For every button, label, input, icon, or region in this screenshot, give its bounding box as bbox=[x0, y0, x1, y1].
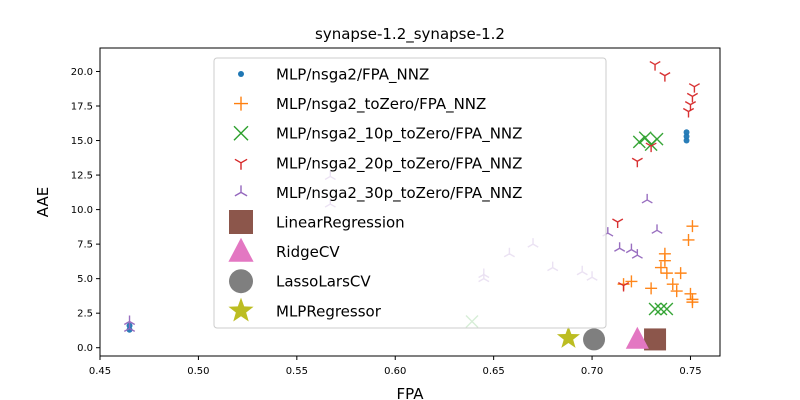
legend-label: MLP/nsga2_10p_toZero/FPA_NNZ bbox=[276, 125, 522, 144]
data-point bbox=[686, 220, 699, 233]
x-tick-label: 0.75 bbox=[679, 366, 701, 377]
data-point bbox=[631, 249, 643, 259]
data-point bbox=[650, 132, 664, 146]
data-point bbox=[686, 92, 699, 103]
legend-marker bbox=[234, 96, 248, 111]
x-tick-label: 0.50 bbox=[187, 366, 209, 377]
data-point bbox=[632, 135, 646, 149]
legend-item: MLP/nsga2/FPA_NNZ bbox=[238, 66, 429, 85]
legend-label: MLP/nsga2_30p_toZero/FPA_NNZ bbox=[276, 184, 522, 203]
data-point bbox=[625, 275, 638, 288]
legend: MLP/nsga2/FPA_NNZ MLP/nsga2_toZero/FPA_NN… bbox=[213, 57, 607, 329]
data-point bbox=[631, 157, 643, 168]
data-point bbox=[684, 101, 697, 111]
legend-item: MLP/nsga2_20p_toZero/FPA_NNZ bbox=[234, 154, 522, 173]
legend-label: MLP/nsga2_toZero/FPA_NNZ bbox=[276, 95, 486, 114]
legend-item: MLP/nsga2_30p_toZero/FPA_NNZ bbox=[234, 184, 522, 203]
data-point bbox=[649, 60, 661, 71]
data-point bbox=[654, 261, 667, 274]
legend-marker bbox=[234, 158, 248, 170]
y-tick-label: 7.5 bbox=[77, 240, 93, 251]
data-point bbox=[660, 302, 674, 316]
data-point bbox=[683, 129, 690, 136]
x-axis-title: FPA bbox=[397, 385, 425, 400]
legend-item: MLP/nsga2_10p_toZero/FPA_NNZ bbox=[233, 125, 522, 144]
chart-title: synapse-1.2_synapse-1.2 bbox=[315, 25, 505, 44]
data-point bbox=[670, 285, 683, 298]
y-tick-label: 17.5 bbox=[71, 102, 93, 113]
data-point bbox=[660, 267, 673, 280]
data-point bbox=[666, 278, 679, 291]
legend-marker bbox=[234, 185, 248, 197]
x-tick-label: 0.45 bbox=[89, 366, 111, 377]
y-tick-label: 12.5 bbox=[71, 171, 93, 182]
legend-label: MLP/nsga2/FPA_NNZ bbox=[276, 66, 429, 85]
data-point bbox=[686, 296, 699, 309]
data-point bbox=[641, 193, 653, 204]
data-point bbox=[617, 281, 630, 292]
plot-frame bbox=[99, 47, 721, 357]
legend-label: LinearRegression bbox=[276, 214, 405, 232]
data-point bbox=[651, 224, 663, 234]
data-point bbox=[645, 282, 658, 295]
legend-label: MLPRegressor bbox=[276, 302, 382, 320]
y-tick-label: 2.5 bbox=[77, 309, 93, 320]
data-point bbox=[648, 302, 662, 316]
data-point bbox=[123, 322, 136, 332]
data-point bbox=[684, 287, 697, 300]
y-tick-label: 20.0 bbox=[71, 67, 93, 78]
x-tick-label: 0.55 bbox=[286, 366, 308, 377]
legend-item: MLPRegressor bbox=[228, 297, 382, 322]
series-4 bbox=[612, 60, 700, 292]
data-point bbox=[659, 72, 671, 82]
legend-label: MLP/nsga2_20p_toZero/FPA_NNZ bbox=[276, 154, 522, 173]
y-tick-label: 15.0 bbox=[71, 136, 93, 147]
series-3 bbox=[465, 131, 674, 328]
data-point bbox=[612, 218, 624, 229]
data-point bbox=[645, 142, 657, 153]
model-point-mlpregressor bbox=[556, 325, 580, 348]
legend-item: RidgeCV bbox=[228, 237, 340, 262]
data-point bbox=[614, 242, 626, 252]
legend-marker bbox=[229, 269, 253, 294]
x-tick-label: 0.60 bbox=[384, 366, 406, 377]
model-point-ridgecv bbox=[625, 326, 649, 349]
x-tick-label: 0.65 bbox=[483, 366, 505, 377]
legend-item: MLP/nsga2_toZero/FPA_NNZ bbox=[234, 95, 486, 114]
data-point bbox=[654, 302, 668, 316]
legend-box bbox=[213, 57, 607, 329]
model-point-lassolarscv bbox=[583, 328, 606, 351]
data-point bbox=[682, 233, 695, 246]
data-point bbox=[674, 267, 687, 280]
data-point bbox=[638, 131, 652, 145]
data-point bbox=[658, 247, 671, 260]
series-2 bbox=[617, 220, 699, 309]
model-point-linearregression bbox=[644, 328, 667, 351]
data-point bbox=[123, 315, 136, 326]
legend-marker bbox=[238, 71, 244, 77]
legend-marker bbox=[233, 125, 249, 141]
legend-label: RidgeCV bbox=[276, 243, 340, 261]
legend-item: LinearRegression bbox=[229, 210, 405, 234]
series-1 bbox=[126, 129, 690, 333]
x-tick-label: 0.70 bbox=[581, 366, 603, 377]
data-point bbox=[683, 137, 690, 144]
y-tick-label: 10.0 bbox=[71, 205, 93, 216]
legend-marker bbox=[229, 210, 253, 234]
axes: 0.45 0.50 0.55 0.60 0.65 0.70 0.75 0.0 2.5 5.0 7.5… bbox=[71, 67, 702, 377]
legend-item: LassoLarsCV bbox=[229, 269, 371, 294]
data-point bbox=[625, 243, 637, 254]
legend-label: LassoLarsCV bbox=[276, 273, 371, 291]
y-tick-label: 0.0 bbox=[77, 343, 93, 354]
data-point bbox=[688, 83, 700, 93]
data-point bbox=[683, 133, 690, 140]
legend-marker bbox=[228, 297, 254, 322]
legend-marker bbox=[228, 237, 254, 262]
y-tick-label: 5.0 bbox=[77, 274, 93, 285]
y-axis-title: AAE bbox=[34, 187, 52, 217]
data-point bbox=[126, 326, 133, 333]
